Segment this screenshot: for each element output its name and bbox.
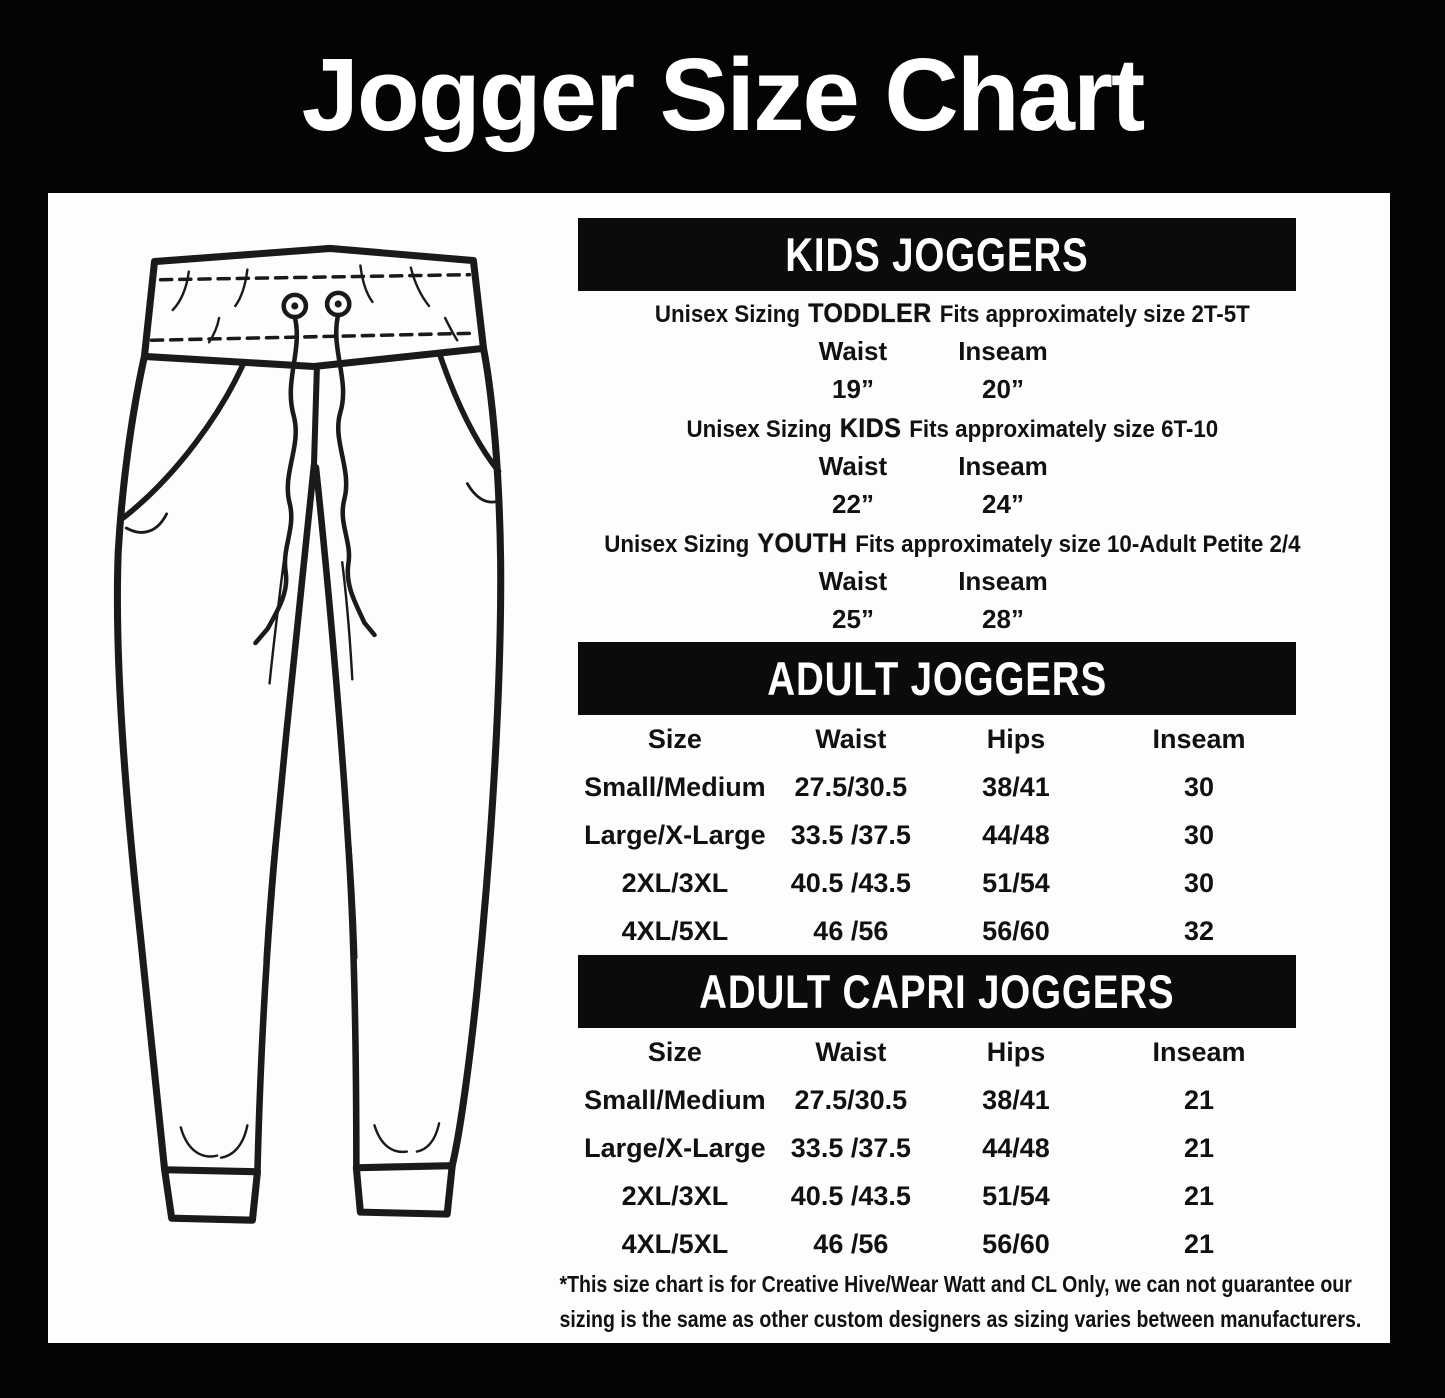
adult-joggers-banner: ADULT JOGGERS [578,642,1296,715]
cell: 21 [1184,1084,1215,1115]
adult-joggers-banner-label: ADULT JOGGERS [767,652,1107,705]
cell: 44/48 [982,819,1050,850]
cell: Small/Medium [584,1084,766,1115]
cell: 56/60 [982,915,1050,946]
waistband-bottom-stitching [149,331,479,343]
cell: 33.5 /37.5 [790,1132,911,1163]
table-row: Large/X-Large 33.5 /37.5 44/48 30 [578,811,1296,859]
toddler-measure-labels: Waist Inseam [818,335,1048,366]
content-panel: KIDS JOGGERS Unisex Sizing TODDLER Fits … [48,193,1390,1343]
kids-measure-values: 22” 24” [832,489,1024,520]
table-header-row: Size Waist Hips Inseam [578,1028,1296,1076]
youth-sizing-line: Unisex Sizing YOUTH Fits approximately s… [604,527,1301,558]
waistband-top-stitching [158,272,472,282]
youth-measure-values: 25” 28” [832,604,1024,635]
cell: 40.5 /43.5 [790,1180,911,1211]
table-row: Small/Medium 27.5/30.5 38/41 21 [578,1076,1296,1124]
disclaimer-line-2: sizing is the same as other custom desig… [559,1306,1362,1332]
header-cell: Inseam [1152,1036,1246,1067]
table-row: 2XL/3XL 40.5 /43.5 51/54 30 [578,859,1296,907]
cell: 51/54 [982,867,1050,898]
right-drawstring [333,312,377,638]
cell: 51/54 [982,1180,1050,1211]
toddler-measure-values: 19” 20” [832,374,1024,405]
cell: 46 /56 [813,915,889,946]
cell: 21 [1184,1228,1215,1259]
cell: 30 [1184,867,1215,898]
kids-joggers-banner: KIDS JOGGERS [578,218,1296,291]
table-row: 4XL/5XL 46 /56 56/60 32 [578,907,1296,955]
jogger-pants-illustration [113,244,505,1224]
cell: 4XL/5XL [621,1228,729,1259]
cell: 30 [1184,771,1215,802]
cell: 56/60 [982,1228,1050,1259]
disclaimer: *This size chart is for Creative Hive/We… [495,1267,1362,1337]
left-drawstring [253,314,300,646]
cell: 32 [1184,915,1215,946]
cell: 33.5 /37.5 [790,819,911,850]
adult-capri-joggers-banner-label: ADULT CAPRI JOGGERS [699,965,1175,1018]
header-cell: Hips [986,1036,1046,1067]
adult-capri-joggers-table: Size Waist Hips Inseam Small/Medium 27.5/30.… [578,1028,1296,1268]
header-cell: Waist [815,723,887,754]
header-cell: Inseam [1152,723,1246,754]
right-pocket-line [432,337,502,475]
table-row: Large/X-Large 33.5 /37.5 44/48 21 [578,1124,1296,1172]
kids-joggers-banner-label: KIDS JOGGERS [785,228,1089,281]
right-cuff [352,1162,456,1218]
header-cell: Waist [815,1036,887,1067]
toddler-sizing-line: Unisex Sizing TODDLER Fits approximately… [654,297,1250,328]
adult-joggers-table: Size Waist Hips Inseam Small/Medium 27.5/30.… [578,715,1296,955]
table-row: 4XL/5XL 46 /56 56/60 21 [578,1220,1296,1268]
cell: 38/41 [982,1084,1050,1115]
size-info-column: KIDS JOGGERS Unisex Sizing TODDLER Fits … [578,218,1301,1268]
cell: 46 /56 [813,1228,889,1259]
cell: 2XL/3XL [621,1180,729,1211]
left-cuff [161,1166,261,1224]
kids-sizing-line: Unisex Sizing KIDS Fits approximately si… [686,412,1219,443]
kids-measure-labels: Waist Inseam [818,450,1048,481]
cell: 4XL/5XL [621,915,729,946]
header-cell: Hips [986,723,1046,754]
left-pocket-line [120,351,251,521]
cell: Small/Medium [584,771,766,802]
cell: 21 [1184,1180,1215,1211]
cell: 27.5/30.5 [794,771,908,802]
cell: Large/X-Large [584,819,766,850]
table-header-row: Size Waist Hips Inseam [578,715,1296,763]
adult-capri-joggers-banner: ADULT CAPRI JOGGERS [578,955,1296,1028]
disclaimer-line-1: *This size chart is for Creative Hive/We… [559,1271,1352,1297]
cell: Large/X-Large [584,1132,766,1163]
page-title: Jogger Size Chart [301,37,1146,152]
cell: 2XL/3XL [621,867,729,898]
cell: 30 [1184,819,1215,850]
cell: 21 [1184,1132,1215,1163]
cell: 40.5 /43.5 [790,867,911,898]
cell: 44/48 [982,1132,1050,1163]
cell: 27.5/30.5 [794,1084,908,1115]
header-cell: Size [647,723,702,754]
youth-measure-labels: Waist Inseam [818,565,1048,596]
kids-sizing-block: Unisex Sizing TODDLER Fits approximately… [578,291,1300,642]
waistband [140,244,488,371]
cell: 38/41 [982,771,1050,802]
table-row: Small/Medium 27.5/30.5 38/41 30 [578,763,1296,811]
table-row: 2XL/3XL 40.5 /43.5 51/54 21 [578,1172,1296,1220]
header-cell: Size [647,1036,702,1067]
